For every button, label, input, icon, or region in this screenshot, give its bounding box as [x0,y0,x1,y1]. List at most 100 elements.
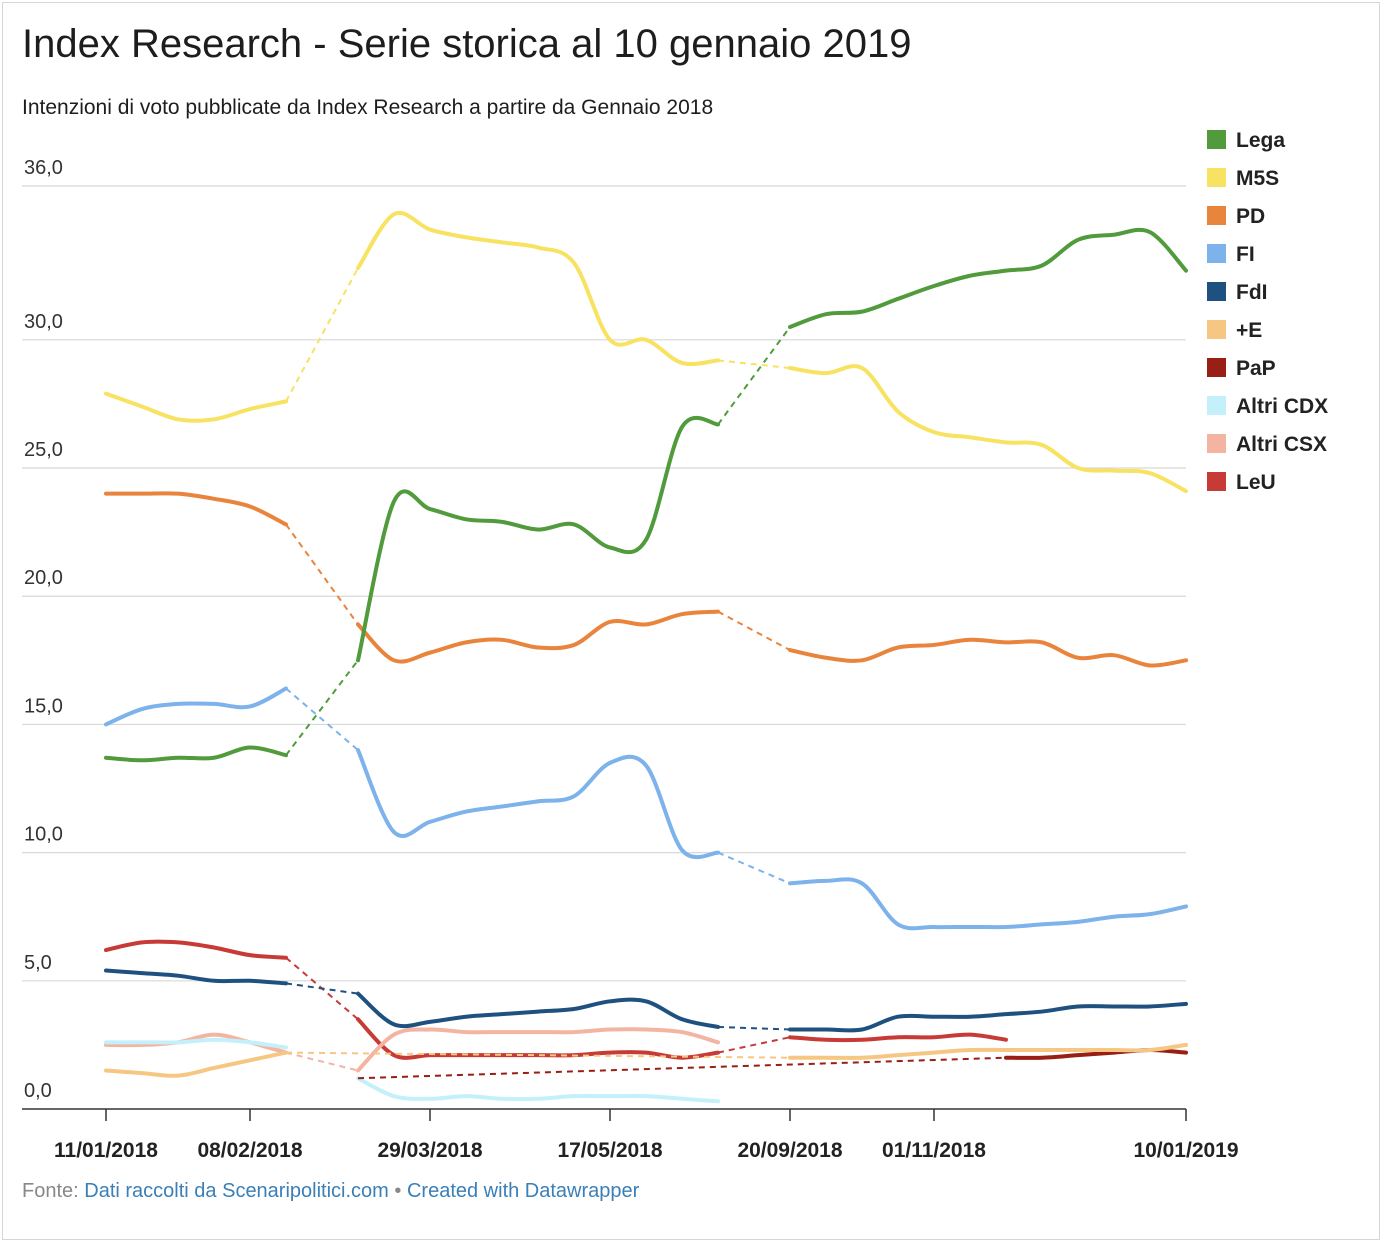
series-line [788,364,1188,494]
series-line [356,415,720,663]
legend-item: FI [1207,243,1255,266]
series-line [788,227,1188,330]
legend-label: FdI [1236,281,1268,304]
y-tick-label: 10,0 [24,824,63,846]
series-gap-connector [285,687,359,751]
y-tick-label: 15,0 [24,695,63,717]
series-leu [104,939,1008,1060]
y-tick-label: 30,0 [24,311,63,333]
y-tick-label: 36,0 [24,157,63,179]
series-gap-connector [717,851,791,885]
chart-title: Index Research - Serie storica al 10 gen… [22,22,912,66]
y-tick-label: 20,0 [24,567,63,589]
y-tick-label: 25,0 [24,439,63,461]
series-e [104,1042,1188,1078]
series-gap-connector [717,326,791,426]
legend-swatch [1207,358,1226,377]
chart-subtitle: Intenzioni di voto pubblicate da Index R… [22,96,714,119]
legend-label: Altri CDX [1236,395,1328,418]
series-gap-connector [285,1051,359,1072]
legend: Lega M5S PD FI FdI +E PaP Altri CDX Altri CSX LeU [1207,129,1328,494]
legend-swatch [1207,130,1226,149]
datawrapper-credit-link[interactable]: Created with Datawrapper [406,1180,640,1202]
series-pd [104,491,1188,668]
series-line [356,210,720,367]
legend-swatch [1207,396,1226,415]
legend-item: M5S [1207,167,1279,190]
series-line [788,1032,1008,1043]
legend-swatch [1207,168,1226,187]
series-altri-cdx [104,1037,720,1104]
legend-swatch [1207,472,1226,491]
source-link[interactable]: Dati raccolti da Scenaripolitici.com [84,1180,389,1202]
y-axis-ticks: 0,0 5,0 10,0 15,0 20,0 25,0 30,0 36,0 [24,157,63,1102]
series-line [788,1042,1188,1060]
series-gap-connector [717,610,791,651]
series-line [788,877,1188,931]
legend-label: M5S [1236,167,1279,190]
series-lega [104,227,1188,763]
x-tick-label: 08/02/2018 [197,1139,302,1162]
series-m5s [104,210,1188,494]
series-line [788,1001,1188,1033]
legend-label: PD [1236,205,1265,228]
series-line [104,1050,288,1078]
series-gap-connector [717,1025,791,1031]
legend-item: Lega [1207,129,1285,152]
legend-item: FdI [1207,281,1268,304]
legend-swatch [1207,434,1226,453]
legend-item: +E [1207,319,1262,342]
series-gap-connector [717,1036,791,1054]
series-line [104,491,288,527]
legend-item: PaP [1207,357,1276,380]
series-gap-connector [285,1051,791,1059]
footer: Fonte: Dati raccolti da Scenaripolitici.… [22,1180,639,1203]
legend-label: PaP [1236,357,1276,380]
legend-item: Altri CSX [1207,433,1327,456]
x-tick-label: 29/03/2018 [377,1139,482,1162]
x-axis: 11/01/2018 08/02/2018 29/03/2018 17/05/2018… [54,1109,1239,1162]
series-lines [104,210,1188,1104]
legend-item: Altri CDX [1207,395,1328,418]
legend-label: Altri CSX [1236,433,1327,456]
x-tick-label: 10/01/2019 [1133,1139,1238,1162]
legend-label: LeU [1236,471,1276,494]
series-line [104,1037,288,1050]
legend-swatch [1207,206,1226,225]
x-tick-label: 01/11/2018 [882,1139,986,1162]
grid-lines [22,185,1186,1110]
legend-swatch [1207,244,1226,263]
series-gap-connector [717,359,791,370]
series-line [356,748,720,860]
x-tick-label: 20/09/2018 [737,1139,842,1162]
legend-swatch [1207,320,1226,339]
x-tick-label: 17/05/2018 [557,1139,662,1162]
series-altri-csx [104,1027,720,1073]
legend-label: +E [1236,319,1262,342]
series-line [356,1017,720,1060]
series-line [104,745,288,763]
series-line [104,686,288,727]
y-tick-label: 0,0 [24,1080,52,1102]
x-tick-label: 11/01/2018 [54,1139,158,1162]
series-fdi [104,968,1188,1033]
series-line [356,609,720,664]
series-fi [104,686,1188,931]
series-line [104,391,288,423]
series-gap-connector [285,982,359,995]
legend-label: FI [1236,243,1255,266]
legend-item: LeU [1207,471,1276,494]
series-line [356,1076,720,1104]
legend-swatch [1207,282,1226,301]
series-line [104,939,288,960]
series-line [356,991,720,1029]
y-tick-label: 5,0 [24,952,52,974]
series-line [356,1027,720,1073]
series-line [104,968,288,986]
footer-separator: • [394,1180,402,1202]
legend-label: Lega [1236,129,1285,152]
series-gap-connector [357,1056,1007,1080]
series-line [788,637,1188,668]
